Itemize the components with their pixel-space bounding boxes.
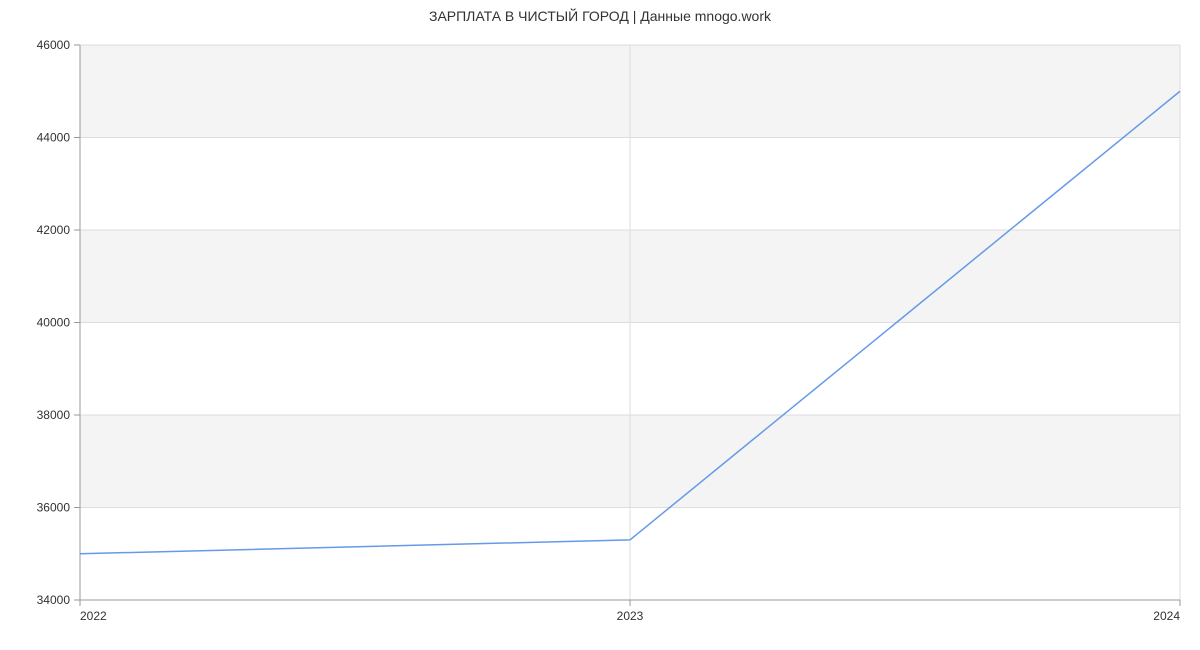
x-tick-label: 2022: [80, 609, 107, 623]
x-tick-label: 2024: [1153, 609, 1180, 623]
line-chart: 34000 36000 38000 40000 42000 44000 46000 2022 2…: [0, 0, 1200, 650]
y-tick-label: 36000: [37, 501, 71, 515]
y-tick-label: 44000: [37, 131, 71, 145]
x-tick-label: 2023: [617, 609, 644, 623]
y-tick-label: 40000: [37, 316, 71, 330]
y-tick-label: 46000: [37, 38, 71, 52]
y-tick-label: 34000: [37, 593, 71, 607]
y-tick-label: 42000: [37, 223, 71, 237]
y-tick-label: 38000: [37, 408, 71, 422]
